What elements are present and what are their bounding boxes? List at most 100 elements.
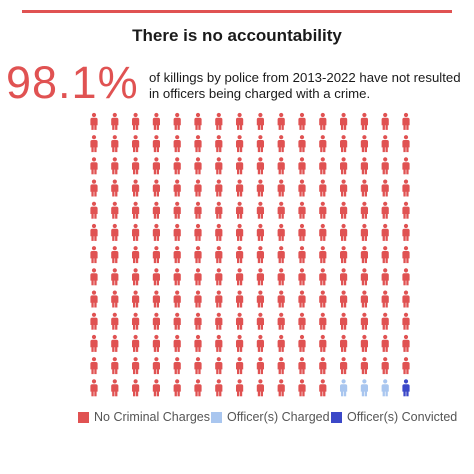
person-icon-no-criminal-charges xyxy=(215,135,223,153)
person-icon-no-criminal-charges xyxy=(277,357,285,375)
person-icon-officer-s-charged xyxy=(340,379,348,397)
person-icon-no-criminal-charges xyxy=(340,157,348,175)
person-icon-no-criminal-charges xyxy=(402,334,410,352)
person-icon-no-criminal-charges xyxy=(381,268,389,286)
person-icon-no-criminal-charges xyxy=(90,334,98,352)
person-icon-no-criminal-charges xyxy=(152,179,160,197)
person-icon-no-criminal-charges xyxy=(152,157,160,175)
person-icon-no-criminal-charges xyxy=(298,246,306,264)
person-icon-no-criminal-charges xyxy=(152,290,160,308)
person-icon-no-criminal-charges xyxy=(173,135,181,153)
person-icon-no-criminal-charges xyxy=(152,268,160,286)
person-icon-no-criminal-charges xyxy=(111,112,119,130)
person-icon-no-criminal-charges xyxy=(236,312,244,330)
person-icon-no-criminal-charges xyxy=(340,179,348,197)
person-icon-no-criminal-charges xyxy=(298,201,306,219)
person-icon-no-criminal-charges xyxy=(111,179,119,197)
person-icon-no-criminal-charges xyxy=(90,312,98,330)
person-icon-no-criminal-charges xyxy=(381,179,389,197)
person-icon-no-criminal-charges xyxy=(381,201,389,219)
person-icon-no-criminal-charges xyxy=(111,312,119,330)
person-icon-no-criminal-charges xyxy=(194,201,202,219)
person-icon-no-criminal-charges xyxy=(236,246,244,264)
person-icon-no-criminal-charges xyxy=(152,135,160,153)
person-icon-no-criminal-charges xyxy=(236,357,244,375)
person-icon-no-criminal-charges xyxy=(152,201,160,219)
person-icon-no-criminal-charges xyxy=(381,135,389,153)
person-icon-no-criminal-charges xyxy=(111,246,119,264)
person-icon-no-criminal-charges xyxy=(111,334,119,352)
person-icon-no-criminal-charges xyxy=(90,268,98,286)
person-icon-no-criminal-charges xyxy=(277,179,285,197)
person-icon-no-criminal-charges xyxy=(111,223,119,241)
person-icon-no-criminal-charges xyxy=(340,135,348,153)
person-icon-no-criminal-charges xyxy=(194,246,202,264)
person-icon-no-criminal-charges xyxy=(402,179,410,197)
person-icon-no-criminal-charges xyxy=(90,357,98,375)
person-icon-no-criminal-charges xyxy=(319,112,327,130)
person-icon-no-criminal-charges xyxy=(256,223,264,241)
person-icon-no-criminal-charges xyxy=(90,290,98,308)
person-icon-no-criminal-charges xyxy=(277,379,285,397)
person-icon-no-criminal-charges xyxy=(319,334,327,352)
person-icon-no-criminal-charges xyxy=(340,357,348,375)
person-icon-no-criminal-charges xyxy=(277,290,285,308)
person-icon-no-criminal-charges xyxy=(360,246,368,264)
person-icon-no-criminal-charges xyxy=(277,312,285,330)
person-icon-no-criminal-charges xyxy=(277,201,285,219)
person-icon-no-criminal-charges xyxy=(298,112,306,130)
person-icon-no-criminal-charges xyxy=(277,334,285,352)
person-icon-no-criminal-charges xyxy=(173,157,181,175)
person-icon-no-criminal-charges xyxy=(402,223,410,241)
person-icon-no-criminal-charges xyxy=(360,157,368,175)
person-icon-officer-s-convicted xyxy=(402,379,410,397)
person-icon-no-criminal-charges xyxy=(381,334,389,352)
legend-label-no-criminal-charges: No Criminal Charges xyxy=(94,410,211,424)
person-icon-no-criminal-charges xyxy=(360,223,368,241)
person-icon-no-criminal-charges xyxy=(152,334,160,352)
person-icon-no-criminal-charges xyxy=(132,201,140,219)
person-icon-no-criminal-charges xyxy=(132,334,140,352)
person-icon-no-criminal-charges xyxy=(111,379,119,397)
person-icon-no-criminal-charges xyxy=(360,334,368,352)
person-icon-no-criminal-charges xyxy=(173,290,181,308)
legend-swatch-officers-convicted xyxy=(331,412,342,423)
person-icon-no-criminal-charges xyxy=(319,179,327,197)
person-icon-no-criminal-charges xyxy=(132,246,140,264)
person-icon-no-criminal-charges xyxy=(111,157,119,175)
person-icon-no-criminal-charges xyxy=(132,112,140,130)
person-icon-no-criminal-charges xyxy=(402,246,410,264)
person-icon-no-criminal-charges xyxy=(215,246,223,264)
person-icon-no-criminal-charges xyxy=(132,223,140,241)
legend-label-officers-charged: Officer(s) Charged xyxy=(227,410,330,424)
person-icon-no-criminal-charges xyxy=(111,357,119,375)
person-icon-no-criminal-charges xyxy=(402,135,410,153)
person-icon-no-criminal-charges xyxy=(194,357,202,375)
person-icon-no-criminal-charges xyxy=(236,223,244,241)
person-icon-no-criminal-charges xyxy=(152,379,160,397)
person-icon-no-criminal-charges xyxy=(194,379,202,397)
person-icon-no-criminal-charges xyxy=(132,179,140,197)
person-icon-no-criminal-charges xyxy=(90,112,98,130)
person-icon-no-criminal-charges xyxy=(194,179,202,197)
person-icon-no-criminal-charges xyxy=(256,112,264,130)
person-icon-no-criminal-charges xyxy=(215,179,223,197)
person-icon-no-criminal-charges xyxy=(173,268,181,286)
person-icon-no-criminal-charges xyxy=(319,379,327,397)
person-icon-no-criminal-charges xyxy=(215,157,223,175)
person-icon-no-criminal-charges xyxy=(90,223,98,241)
person-icon-no-criminal-charges xyxy=(298,357,306,375)
legend-swatch-no-criminal-charges xyxy=(78,412,89,423)
person-icon-no-criminal-charges xyxy=(277,268,285,286)
person-icon-no-criminal-charges xyxy=(152,223,160,241)
person-icon-no-criminal-charges xyxy=(256,357,264,375)
stat-description-line-2: in officers being charged with a crime. xyxy=(149,86,371,101)
person-icon-no-criminal-charges xyxy=(381,312,389,330)
person-icon-no-criminal-charges xyxy=(360,312,368,330)
person-icon-no-criminal-charges xyxy=(236,179,244,197)
person-icon-no-criminal-charges xyxy=(132,312,140,330)
person-icon-no-criminal-charges xyxy=(215,357,223,375)
person-icon-no-criminal-charges xyxy=(236,268,244,286)
person-icon-no-criminal-charges xyxy=(173,179,181,197)
person-icon-no-criminal-charges xyxy=(402,112,410,130)
